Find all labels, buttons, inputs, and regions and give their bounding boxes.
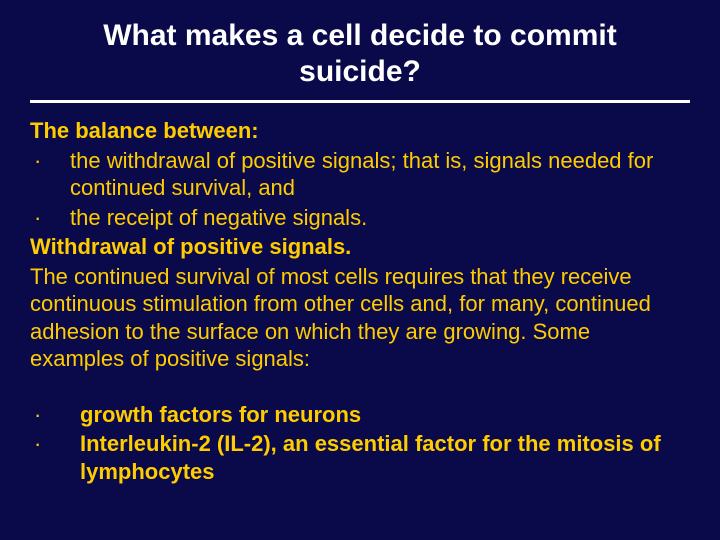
slide-title: What makes a cell decide to commit suici…: [30, 18, 690, 100]
bottom-bullet-row: · Interleukin-2 (IL-2), an essential fac…: [30, 430, 690, 485]
bullet-dot-icon: ·: [30, 430, 80, 458]
top-bullet-text: the withdrawal of positive signals; that…: [70, 147, 690, 202]
bullet-dot-icon: ·: [30, 147, 70, 175]
bullet-dot-icon: ·: [30, 204, 70, 232]
bottom-bullet-text: growth factors for neurons: [80, 401, 690, 429]
slide-container: What makes a cell decide to commit suici…: [0, 0, 720, 540]
subhead-line: Withdrawal of positive signals.: [30, 233, 690, 261]
spacer: [30, 373, 690, 401]
paragraph-text: The continued survival of most cells req…: [30, 263, 690, 373]
top-bullet-text: the receipt of negative signals.: [70, 204, 690, 232]
body-text-block: The balance between: · the withdrawal of…: [30, 117, 690, 485]
title-divider: [30, 100, 690, 103]
bottom-bullet-row: · growth factors for neurons: [30, 401, 690, 429]
bottom-bullet-text: Interleukin-2 (IL-2), an essential facto…: [80, 430, 690, 485]
top-bullet-row: · the withdrawal of positive signals; th…: [30, 147, 690, 202]
intro-line: The balance between:: [30, 117, 690, 145]
top-bullet-row: · the receipt of negative signals.: [30, 204, 690, 232]
bullet-dot-icon: ·: [30, 401, 80, 429]
